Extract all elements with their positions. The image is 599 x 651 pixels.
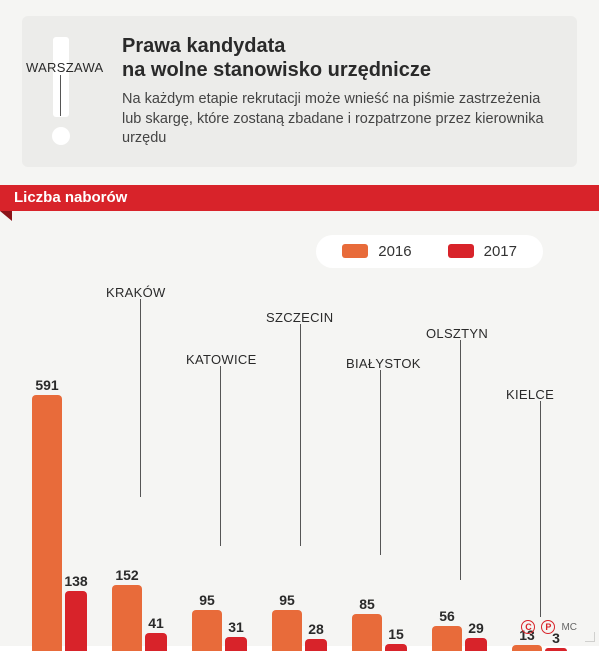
bar-value-2016: 85: [359, 596, 375, 612]
bar-2017: 29: [465, 638, 487, 651]
bar-value-2017: 28: [308, 621, 324, 637]
legend-label-2017: 2017: [484, 243, 517, 260]
bar-2017: 28: [305, 639, 327, 651]
corner-br: [585, 632, 595, 642]
exclamation-icon: [52, 26, 70, 157]
city-leader-line: [60, 75, 61, 117]
copyright-c-icon: C: [521, 620, 535, 634]
bar-value-2017: 41: [148, 615, 164, 631]
bar-value-2016: 95: [279, 592, 295, 608]
city-leader-line: [460, 340, 461, 580]
infographic-container: Prawa kandydata na wolne stanowisko urzę…: [0, 0, 599, 646]
legend: 2016 2017: [316, 235, 543, 268]
bar-2016: 95: [272, 610, 302, 651]
city-leader-line: [220, 366, 221, 547]
copyright-p-icon: P: [541, 620, 555, 634]
ribbon: Liczba naborów: [0, 185, 599, 215]
city-leader-line: [140, 299, 141, 497]
bars-wrap: WARSZAWA591138KRAKÓW15241KATOWICE9531SZC…: [26, 311, 573, 651]
header-box: Prawa kandydata na wolne stanowisko urzę…: [22, 16, 577, 167]
credits: C P MC: [521, 620, 577, 634]
city-label: WARSZAWA: [26, 60, 104, 75]
bar-value-2016: 152: [115, 567, 138, 583]
bar-value-2017: 29: [468, 620, 484, 636]
bar-2016: 85: [352, 614, 382, 651]
exclamation-dot: [52, 127, 70, 145]
city-leader-line: [540, 401, 541, 617]
header-subtitle: Na każdym etapie rekrutacji może wnieść …: [122, 90, 555, 149]
city-label: KRAKÓW: [106, 285, 166, 300]
legend-item-2017: 2017: [448, 243, 517, 260]
exclamation-bar: [53, 37, 69, 117]
bar-value-2017: 138: [64, 573, 87, 589]
bar-2016: 56: [432, 626, 462, 650]
city-label: KATOWICE: [186, 352, 257, 367]
credits-initials: MC: [561, 622, 577, 633]
bar-2017: 138: [65, 591, 87, 651]
legend-label-2016: 2016: [378, 243, 411, 260]
legend-item-2016: 2016: [342, 243, 411, 260]
bar-2017: 3: [545, 648, 567, 651]
city-leader-line: [300, 324, 301, 547]
bar-2016: 95: [192, 610, 222, 651]
city-leader-line: [380, 370, 381, 555]
bar-2017: 31: [225, 637, 247, 650]
city-group: BIAŁYSTOK8515: [352, 614, 407, 651]
city-group: OLSZTYN5629: [432, 626, 487, 650]
legend-swatch-2016: [342, 244, 368, 258]
bar-2017: 15: [385, 644, 407, 651]
city-group: KATOWICE9531: [192, 610, 247, 651]
city-group: KRAKÓW15241: [112, 585, 167, 651]
bar-value-2016: 56: [439, 608, 455, 624]
bar-2016: 152: [112, 585, 142, 651]
bar-2016: 591: [32, 395, 62, 651]
header-title: Prawa kandydata na wolne stanowisko urzę…: [122, 34, 555, 82]
city-group: SZCZECIN9528: [272, 610, 327, 651]
bar-value-2016: 95: [199, 592, 215, 608]
ribbon-fold: [0, 211, 12, 221]
bar-value-2017: 31: [228, 619, 244, 635]
bar-value-2016: 591: [35, 377, 58, 393]
city-group: WARSZAWA591138: [32, 395, 87, 651]
city-label: KIELCE: [506, 387, 554, 402]
city-label: OLSZTYN: [426, 326, 488, 341]
bar-2017: 41: [145, 633, 167, 651]
city-label: SZCZECIN: [266, 310, 333, 325]
ribbon-label: Liczba naborów: [0, 185, 599, 211]
title-line2: na wolne stanowisko urzędnicze: [122, 59, 431, 81]
legend-swatch-2017: [448, 244, 474, 258]
bar-value-2017: 15: [388, 626, 404, 642]
chart-area: 2016 2017 WARSZAWA591138KRAKÓW15241KATOW…: [26, 231, 573, 651]
title-line1: Prawa kandydata: [122, 35, 285, 57]
city-label: BIAŁYSTOK: [346, 356, 421, 371]
